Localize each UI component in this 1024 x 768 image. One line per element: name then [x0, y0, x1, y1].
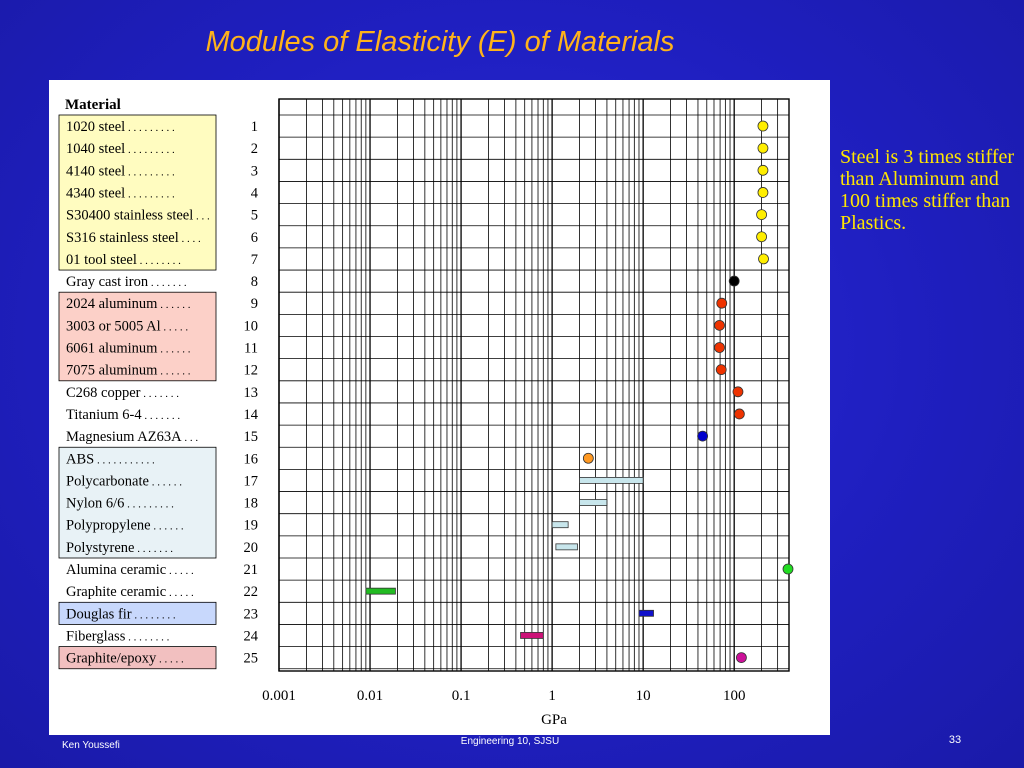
x-tick-label: 0.001	[262, 688, 296, 704]
material-number: 18	[244, 496, 259, 512]
material-number: 8	[251, 274, 258, 290]
data-point-10	[714, 319, 725, 331]
data-range-18	[579, 499, 608, 506]
material-label: Douglas fir . . . . . . . .	[66, 606, 176, 622]
data-point-13	[732, 386, 744, 398]
data-range-23	[638, 609, 654, 617]
x-tick-label: 1	[548, 688, 556, 704]
material-number: 15	[244, 429, 259, 445]
material-label: Polycarbonate . . . . . .	[66, 473, 182, 489]
data-point-21	[782, 563, 794, 575]
material-label: Titanium 6-4 . . . . . . .	[66, 407, 180, 423]
material-label: Graphite ceramic . . . . .	[66, 584, 194, 600]
data-point-8	[728, 275, 740, 287]
material-number: 6	[251, 230, 258, 246]
material-label: Polystyrene . . . . . . .	[66, 540, 173, 556]
material-number: 21	[244, 562, 259, 578]
data-point-12	[715, 364, 727, 376]
data-point-11	[714, 342, 725, 353]
data-point-6	[756, 231, 767, 243]
material-label: 2024 aluminum . . . . . .	[66, 296, 191, 312]
data-point-2	[757, 142, 769, 154]
material-label: Polypropylene . . . . . .	[66, 518, 184, 534]
data-range-20	[555, 543, 578, 551]
material-number: 1	[251, 119, 258, 135]
material-number: 7	[251, 252, 258, 268]
material-number: 14	[244, 407, 259, 423]
material-label: 1020 steel . . . . . . . . .	[66, 119, 175, 135]
material-number: 23	[244, 606, 259, 622]
material-label: C268 copper . . . . . . .	[66, 385, 179, 401]
data-point-3	[757, 164, 769, 176]
x-tick-label: 10	[636, 688, 651, 704]
material-number: 5	[251, 208, 258, 224]
material-label: Magnesium AZ63A . . .	[66, 429, 198, 445]
material-label: ABS . . . . . . . . . . .	[66, 451, 155, 467]
material-label: Fiberglass . . . . . . . .	[66, 628, 170, 644]
material-number: 4	[251, 185, 259, 201]
material-number: 2	[251, 141, 258, 157]
material-number: 22	[244, 584, 259, 600]
x-axis-label: GPa	[541, 712, 567, 728]
x-tick-label: 0.01	[357, 688, 383, 704]
material-number: 10	[244, 318, 259, 334]
x-tick-label: 0.1	[452, 688, 471, 704]
material-label: Graphite/epoxy . . . . .	[66, 651, 184, 667]
material-number: 19	[244, 518, 259, 534]
material-number: 9	[251, 296, 258, 312]
page-number: 33	[948, 734, 962, 746]
x-tick-label: 100	[723, 688, 746, 704]
material-label: 6061 aluminum . . . . . .	[66, 341, 191, 357]
data-point-4	[757, 187, 769, 198]
material-header: Material	[65, 97, 121, 113]
chart-panel: Material 1020 steel . . . . . . . . . 1 104…	[49, 80, 830, 735]
data-point-7	[758, 253, 769, 265]
group-box-graphite_epoxy	[58, 646, 217, 670]
material-label: Nylon 6/6 . . . . . . . . .	[66, 496, 174, 512]
material-label: Gray cast iron . . . . . . .	[66, 274, 187, 290]
data-range-17	[579, 476, 644, 484]
material-number: 17	[244, 473, 259, 489]
material-label: 3003 or 5005 Al . . . . .	[66, 318, 188, 334]
material-number: 13	[244, 385, 259, 401]
data-range-24	[520, 632, 544, 639]
material-label: 4140 steel . . . . . . . . .	[66, 163, 175, 179]
material-label: 01 tool steel . . . . . . . .	[66, 252, 181, 268]
footer-course: Engineering 10, SJSU	[460, 736, 560, 747]
data-point-5	[756, 209, 767, 221]
data-point-1	[757, 120, 769, 132]
data-range-22	[365, 587, 396, 595]
material-label: 1040 steel . . . . . . . . .	[66, 141, 175, 157]
data-point-9	[716, 297, 728, 309]
material-number: 12	[244, 363, 259, 379]
material-label: 7075 aluminum . . . . . .	[66, 363, 191, 379]
material-label: S30400 stainless steel . . .	[66, 208, 210, 224]
data-point-16	[582, 452, 594, 464]
slide-title: Modules of Elasticity (E) of Materials	[205, 26, 675, 58]
material-label: Alumina ceramic . . . . .	[66, 562, 194, 578]
group-box-douglas	[58, 601, 217, 625]
data-point-14	[733, 408, 745, 420]
material-number: 20	[244, 540, 259, 556]
group-box-steel	[58, 114, 217, 271]
material-number: 24	[244, 628, 259, 644]
material-label: 4340 steel . . . . . . . . .	[66, 185, 175, 201]
material-label: S316 stainless steel . . . .	[66, 230, 201, 246]
data-range-19	[551, 521, 569, 529]
material-number: 11	[244, 341, 258, 357]
data-point-15	[697, 430, 709, 442]
footer-author: Ken Youssefi	[62, 740, 120, 751]
data-point-25	[735, 652, 747, 663]
plot-border	[278, 98, 790, 672]
material-number: 16	[244, 451, 259, 467]
group-box-aluminum	[58, 291, 217, 382]
group-box-plastics	[58, 446, 217, 559]
comparison-note: Steel is 3 times stiffer than Aluminum a…	[840, 146, 1015, 234]
material-number: 25	[244, 651, 259, 667]
material-number: 3	[251, 163, 258, 179]
